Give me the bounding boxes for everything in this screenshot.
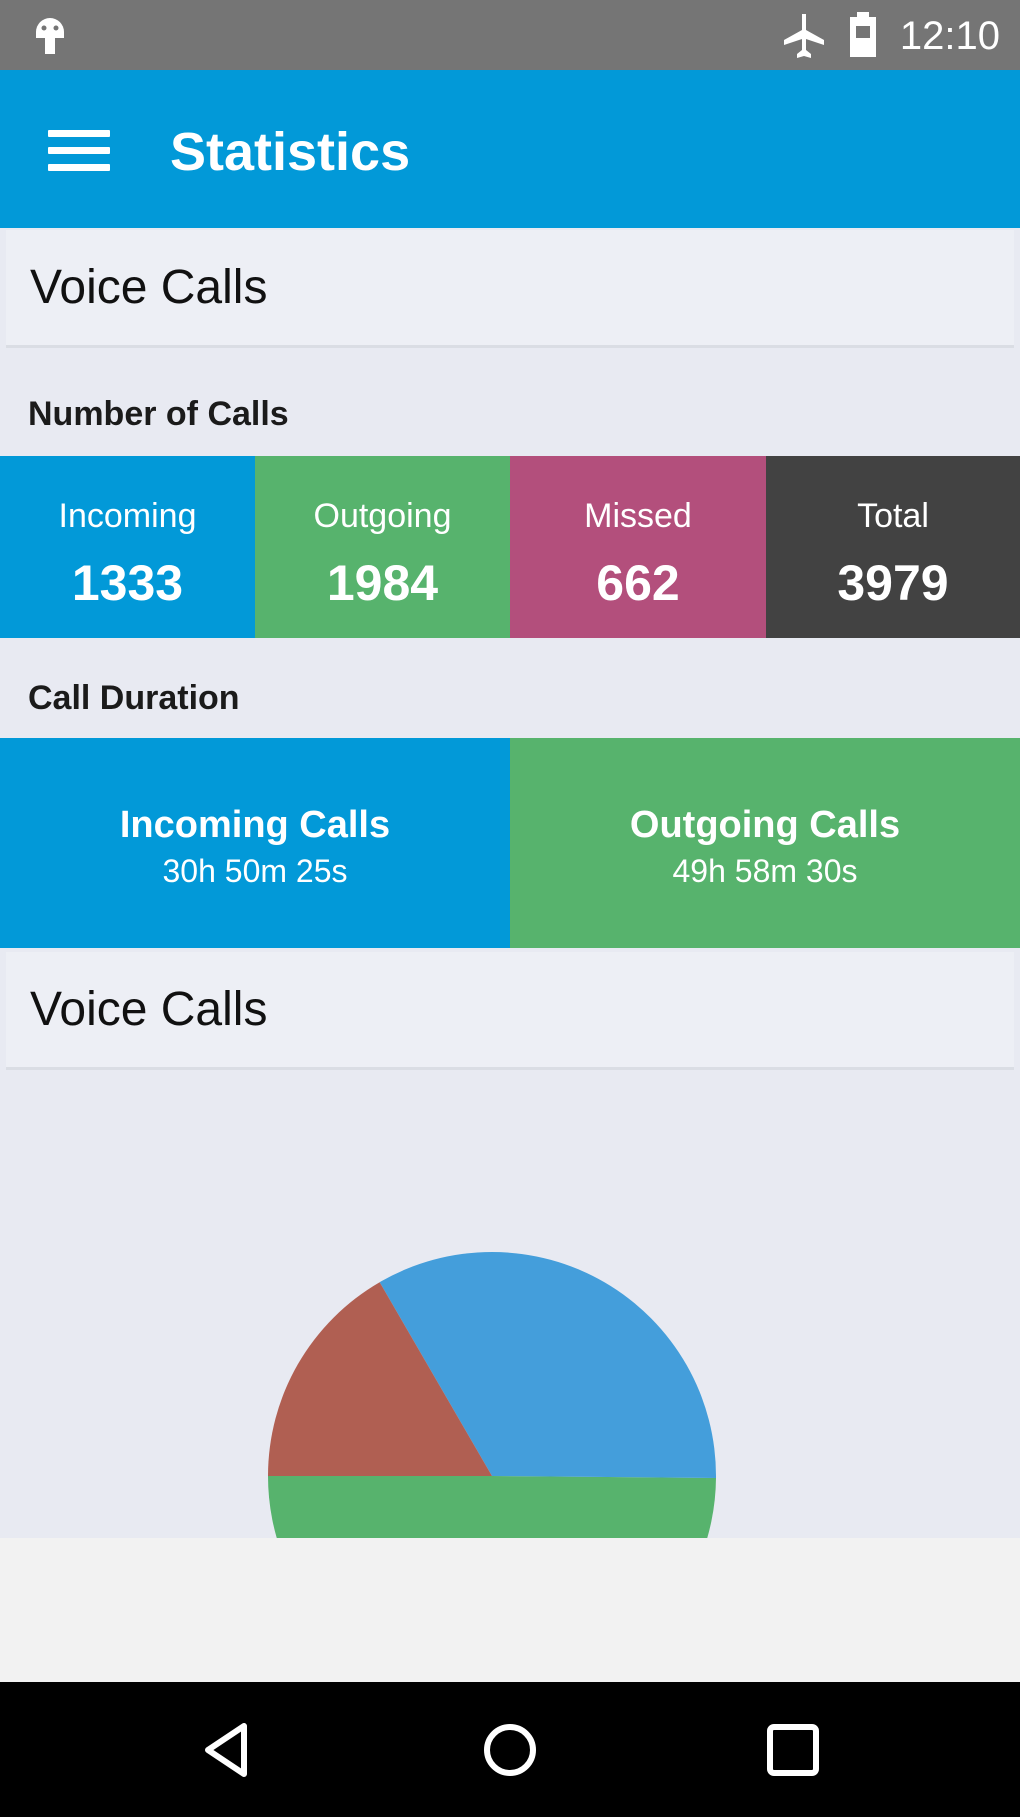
tile-value: 3979 xyxy=(837,555,949,611)
duration-label: Outgoing Calls xyxy=(629,804,901,846)
chart-section-header: Voice Calls xyxy=(6,952,1014,1070)
section-title: Voice Calls xyxy=(30,261,268,314)
tile-label: Outgoing xyxy=(313,497,452,535)
section-title: Voice Calls xyxy=(30,983,268,1036)
incoming-count-tile: Incoming 1333 xyxy=(0,456,255,638)
tile-value: 1333 xyxy=(71,555,184,611)
airplane-mode-icon xyxy=(784,14,824,58)
tile-value: 662 xyxy=(596,555,680,611)
page-title: Statistics xyxy=(170,122,411,182)
missed-count-tile: Missed 662 xyxy=(510,456,766,638)
call-duration-heading: Call Duration xyxy=(28,679,240,717)
pie-slice-incoming[interactable] xyxy=(379,1252,716,1478)
navigation-bar xyxy=(0,1682,1020,1817)
battery-icon xyxy=(850,12,876,57)
duration-label: Incoming Calls xyxy=(119,804,391,846)
pie-slice-outgoing[interactable] xyxy=(268,1476,716,1538)
hamburger-menu-icon[interactable] xyxy=(48,130,110,172)
duration-value: 30h 50m 25s xyxy=(162,853,348,889)
android-notification-icon xyxy=(36,18,64,54)
app-bar: Statistics xyxy=(0,70,1020,228)
incoming-duration-tile: Incoming Calls 30h 50m 25s xyxy=(0,738,510,948)
call-duration-tiles: Incoming Calls 30h 50m 25s Outgoing Call… xyxy=(0,738,1020,948)
outgoing-count-tile: Outgoing 1984 xyxy=(255,456,510,638)
duration-value: 49h 58m 30s xyxy=(672,853,858,889)
outgoing-duration-tile: Outgoing Calls 49h 58m 30s xyxy=(510,738,1020,948)
pie-slices xyxy=(268,1252,716,1538)
number-of-calls-heading: Number of Calls xyxy=(28,395,289,433)
recents-icon[interactable] xyxy=(755,1712,831,1788)
tile-label: Incoming xyxy=(58,497,197,535)
back-icon[interactable] xyxy=(190,1712,266,1788)
status-clock: 12:10 xyxy=(899,14,1000,58)
status-bar: 12:10 xyxy=(0,0,1020,70)
tile-label: Total xyxy=(857,497,929,535)
total-count-tile: Total 3979 xyxy=(766,456,1020,638)
bottom-empty-area xyxy=(0,1538,1020,1682)
statistics-content[interactable]: Voice Calls Number of Calls Incoming 133… xyxy=(0,228,1020,1538)
voice-calls-section-header: Voice Calls xyxy=(6,230,1014,348)
call-count-tiles: Incoming 1333 Outgoing 1984 Missed 662 T… xyxy=(0,456,1020,638)
tile-label: Missed xyxy=(584,497,692,535)
home-icon[interactable] xyxy=(472,1712,548,1788)
tile-value: 1984 xyxy=(326,555,439,611)
pie-slice-missed[interactable] xyxy=(268,1282,492,1476)
